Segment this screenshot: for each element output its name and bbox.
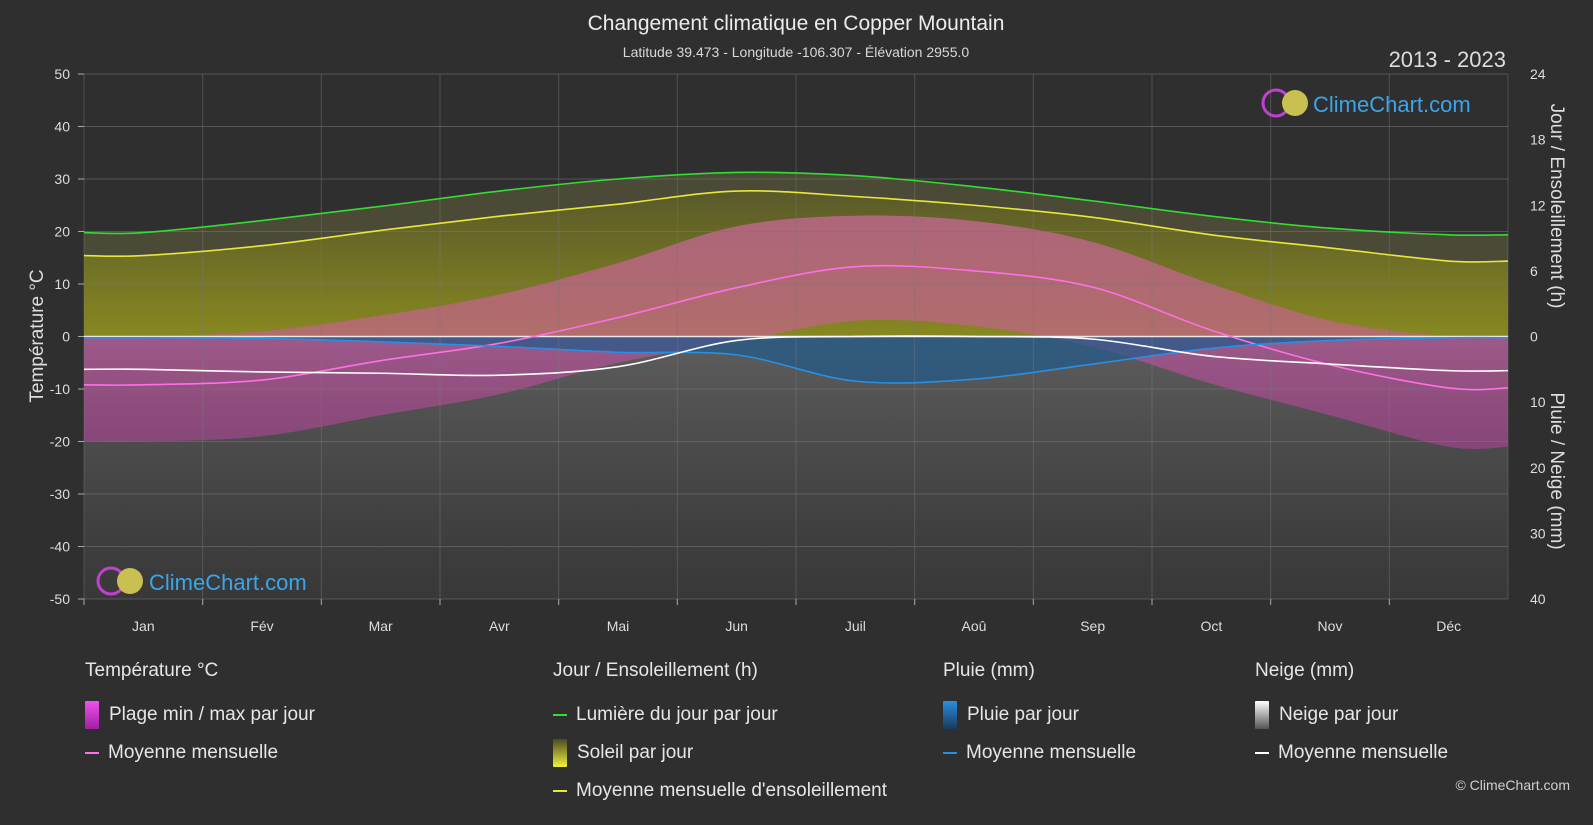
right-axis-title-bottom: Pluie / Neige (mm) <box>1546 392 1567 549</box>
sunshine-swatch <box>553 739 567 767</box>
temp-tick-label: 0 <box>62 329 70 345</box>
hours-tick-label: 12 <box>1530 197 1546 213</box>
month-label: Mar <box>369 618 393 634</box>
month-label: Oct <box>1200 618 1222 634</box>
month-label: Fév <box>250 618 273 634</box>
snow-mean-line <box>83 335 1509 377</box>
brand-logo-top: ClimeChart.com <box>1261 88 1471 118</box>
legend-rain-header: Pluie (mm) <box>943 660 1035 681</box>
precip-tick-label: 10 <box>1530 394 1546 410</box>
temp-tick-label: -50 <box>50 591 70 607</box>
precip-tick-label: 20 <box>1530 460 1546 476</box>
legend-rain-daily-label: Pluie par jour <box>967 704 1079 725</box>
hours-tick-label: 0 <box>1530 329 1538 345</box>
temp-range-swatch <box>85 701 99 729</box>
legend-rain-mean-label: Moyenne mensuelle <box>966 742 1137 763</box>
temp-tick-label: -20 <box>50 434 70 450</box>
legend-sunshine-mean: Moyenne mensuelle d'ensoleillement <box>553 772 887 810</box>
climate-chart: 50 40 30 20 10 0 -10 -20 -30 -40 -50 24 18 12 6 0 10 20 30… <box>27 12 1567 634</box>
legend-snow-mean: Moyenne mensuelle <box>1255 734 1448 772</box>
logo-sun-icon <box>1282 90 1308 116</box>
legend-snow-mean-label: Moyenne mensuelle <box>1278 742 1449 763</box>
daylight-swatch <box>553 714 567 716</box>
legend-rain-mean: Moyenne mensuelle <box>943 734 1136 772</box>
legend-sunshine: Soleil par jour <box>553 734 887 772</box>
legend-rain-daily: Pluie par jour <box>943 696 1136 734</box>
snow-mean-swatch <box>1255 752 1269 754</box>
temp-tick-label: -10 <box>50 381 70 397</box>
brand-name-top: ClimeChart.com <box>1313 92 1471 117</box>
sunshine-mean-swatch <box>553 790 567 792</box>
temp-tick-label: 20 <box>54 224 70 240</box>
temp-tick-label: 10 <box>54 276 70 292</box>
month-label: Jun <box>725 618 748 634</box>
precip-tick-label: 40 <box>1530 591 1546 607</box>
legend-daylight: Lumière du jour par jour <box>553 696 887 734</box>
legend-temp-mean-label: Moyenne mensuelle <box>108 742 279 763</box>
legend-temp-range: Plage min / max par jour <box>85 696 315 734</box>
snow-swatch <box>1255 701 1269 729</box>
month-label: Avr <box>489 618 510 634</box>
rain-swatch <box>943 701 957 729</box>
right-axis-title-top: Jour / Ensoleillement (h) <box>1546 104 1567 309</box>
legend-snow-daily-label: Neige par jour <box>1279 704 1399 725</box>
temp-tick-label: 30 <box>54 171 70 187</box>
hours-tick-label: 18 <box>1530 132 1546 148</box>
legend-sun-header: Jour / Ensoleillement (h) <box>553 660 758 681</box>
month-label: Juil <box>845 618 866 634</box>
legend-snow: Neige (mm) Neige par jour Moyenne mensue… <box>1255 660 1448 772</box>
legend-temperature-header: Température °C <box>85 660 219 681</box>
copyright: © ClimeChart.com <box>1455 777 1570 793</box>
brand-name-bottom: ClimeChart.com <box>149 570 307 595</box>
temp-mean-swatch <box>85 752 99 754</box>
hours-tick-label: 24 <box>1530 66 1546 82</box>
legend-temp-mean: Moyenne mensuelle <box>85 734 315 772</box>
precip-tick-label: 30 <box>1530 525 1546 541</box>
daylight-line <box>83 171 1509 237</box>
temp-tick-label: 40 <box>54 119 70 135</box>
sunshine-mean-line <box>83 190 1509 263</box>
chart-title: Changement climatique en Copper Mountain <box>588 12 1005 35</box>
legend-daylight-label: Lumière du jour par jour <box>576 704 778 725</box>
rain-mean-swatch <box>943 752 957 754</box>
month-label: Nov <box>1318 618 1343 634</box>
legend-snow-daily: Neige par jour <box>1255 696 1448 734</box>
temp-mean-line <box>83 264 1509 391</box>
temp-range-band <box>84 215 1508 450</box>
temp-tick-label: -30 <box>50 486 70 502</box>
hours-tick-label: 6 <box>1530 263 1538 279</box>
brand-logo-bottom: ClimeChart.com <box>96 566 307 596</box>
legend-temp-range-label: Plage min / max par jour <box>109 704 315 725</box>
month-label: Aoû <box>962 618 987 634</box>
month-label: Déc <box>1436 618 1461 634</box>
month-label: Jan <box>132 618 155 634</box>
legend-rain: Pluie (mm) Pluie par jour Moyenne mensue… <box>943 660 1136 772</box>
period-label: 2013 - 2023 <box>1389 47 1506 72</box>
rain-mean-line <box>83 336 1509 384</box>
month-label: Mai <box>607 618 630 634</box>
legend-sunshine-mean-label: Moyenne mensuelle d'ensoleillement <box>576 780 887 801</box>
left-axis-title: Température °C <box>27 269 48 402</box>
legend-sun: Jour / Ensoleillement (h) Lumière du jou… <box>553 660 887 810</box>
temp-tick-label: -40 <box>50 539 70 555</box>
month-label: Sep <box>1080 618 1105 634</box>
legend-temperature: Température °C Plage min / max par jour … <box>85 660 315 772</box>
logo-sun-icon <box>117 568 143 594</box>
legend-sunshine-label: Soleil par jour <box>577 742 694 763</box>
chart-subtitle: Latitude 39.473 - Longitude -106.307 - É… <box>623 44 970 60</box>
legend-snow-header: Neige (mm) <box>1255 660 1355 681</box>
temp-tick-label: 50 <box>54 66 70 82</box>
